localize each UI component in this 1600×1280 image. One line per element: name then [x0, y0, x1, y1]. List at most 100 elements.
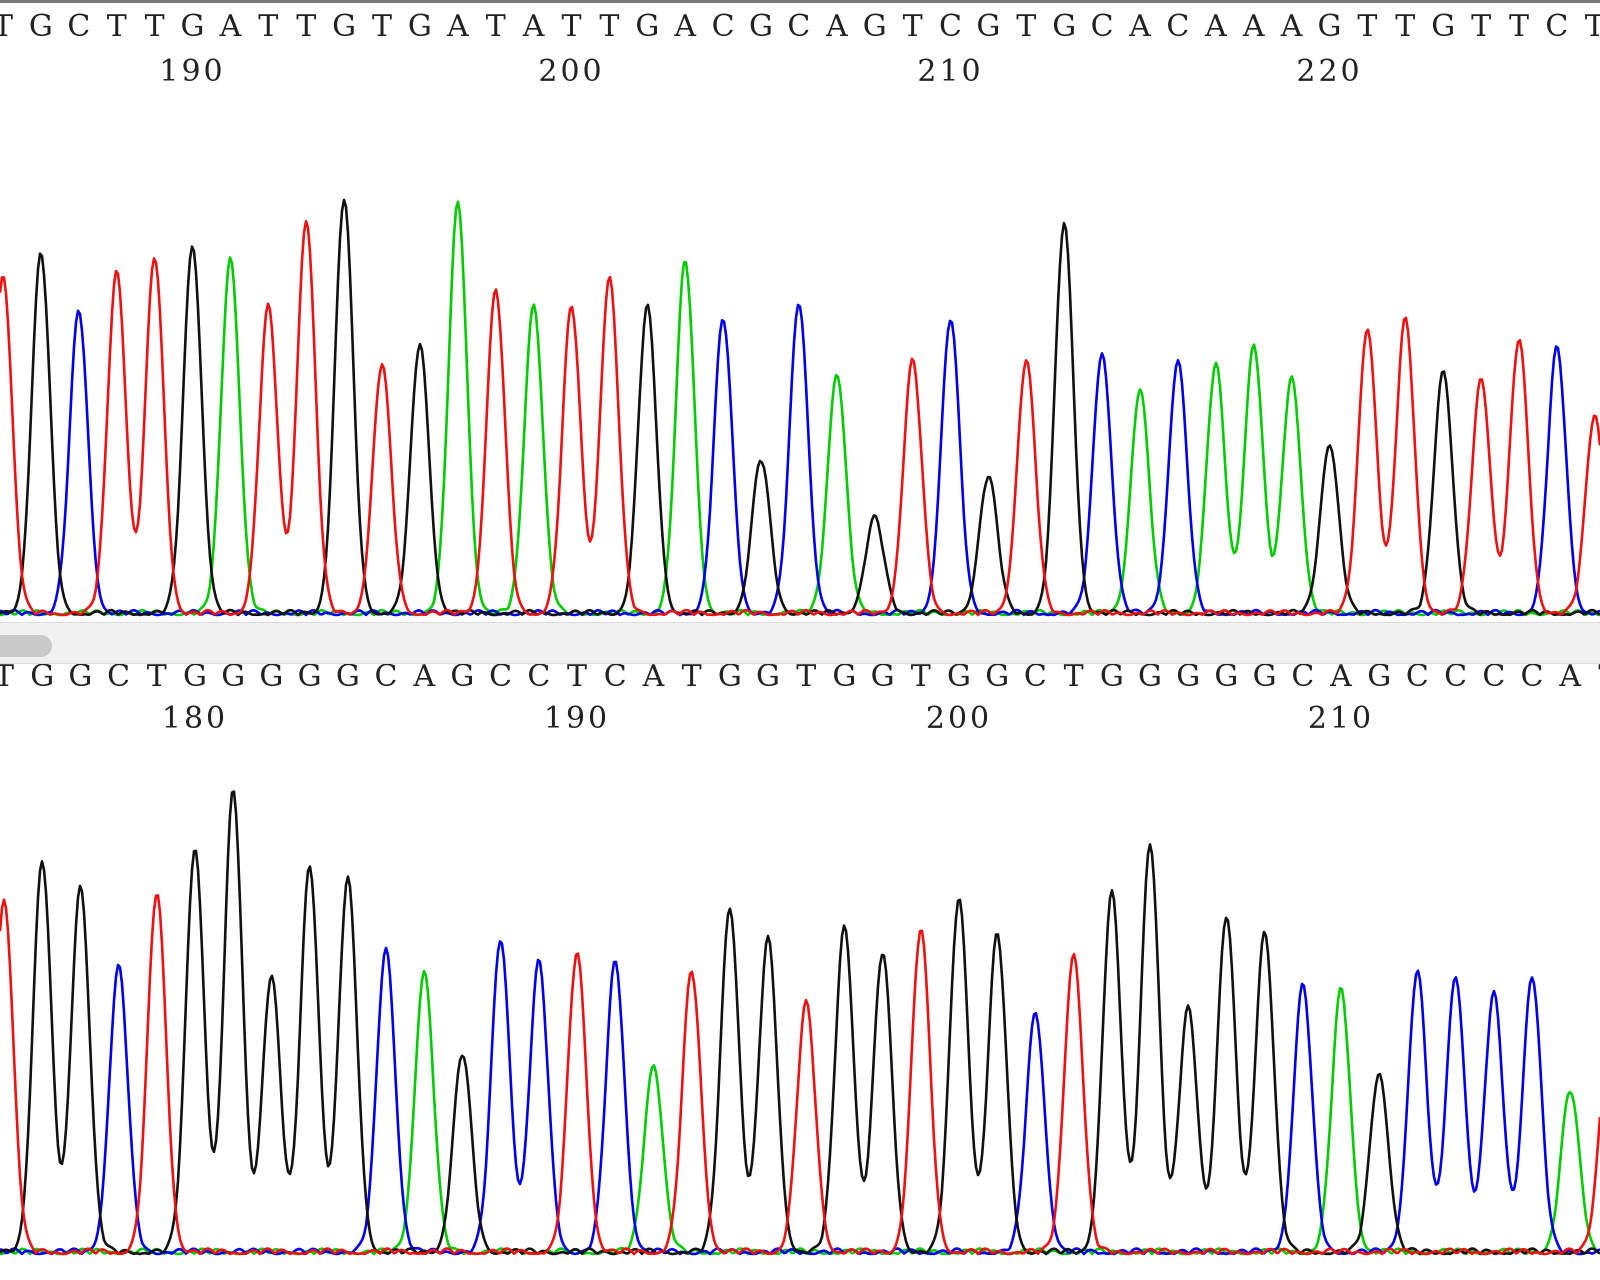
base-call-letter: G	[1318, 9, 1342, 44]
base-call-letter: T	[1509, 9, 1529, 44]
trace-T	[0, 220, 1600, 617]
base-call-letter: T	[1357, 9, 1377, 44]
position-tick-label: 180	[162, 701, 228, 736]
base-call-letter: T	[0, 9, 13, 44]
trace-group	[0, 790, 1600, 1256]
position-tick-label: 210	[1308, 701, 1374, 736]
base-call-letter: A	[1329, 664, 1352, 694]
base-call-letter: G	[1367, 664, 1391, 694]
base-call-letter: T	[1064, 664, 1084, 694]
horizontal-scrollbar[interactable]	[0, 622, 1600, 664]
base-call-letter: G	[832, 664, 856, 694]
base-call-letter: T	[599, 9, 619, 44]
base-call-letter: G	[259, 664, 283, 694]
position-tick-label: 220	[1296, 54, 1362, 89]
base-call-letter: C	[375, 664, 398, 694]
base-call-letter: C	[527, 664, 550, 694]
position-tick-label: 210	[917, 54, 983, 89]
base-call-letter: C	[1545, 9, 1568, 44]
trace-C	[0, 940, 1600, 1256]
base-call-letter: T	[486, 9, 506, 44]
trace-T	[0, 894, 1600, 1256]
base-call-letter: G	[635, 9, 659, 44]
base-call-letter: G	[332, 9, 356, 44]
base-call-letter: G	[756, 664, 780, 694]
base-call-letter: C	[787, 9, 810, 44]
base-call-letter: T	[145, 9, 165, 44]
base-call-letter: C	[1091, 9, 1114, 44]
position-ticks: 180 190 200 210	[162, 701, 1374, 736]
base-call-letter: C	[1521, 664, 1544, 694]
base-call-letter: T	[147, 664, 167, 694]
trace-C	[0, 303, 1600, 617]
base-call-letter: G	[68, 664, 92, 694]
base-call-letter: T	[682, 664, 702, 694]
base-call-letter: G	[863, 9, 887, 44]
position-tick-label: 190	[544, 701, 610, 736]
base-call-letter: T	[0, 664, 14, 694]
base-call-letter: G	[450, 664, 474, 694]
base-call-letter: A	[1242, 9, 1265, 44]
base-call-letter: T	[911, 664, 931, 694]
position-tick-label: 190	[159, 54, 225, 89]
base-call-letter: A	[522, 9, 545, 44]
base-call-letter: T	[1395, 9, 1415, 44]
base-call-letter: A	[1558, 664, 1581, 694]
base-call-letter: T	[561, 9, 581, 44]
base-call-letter: A	[1128, 9, 1151, 44]
base-call-sequence: TGCTTGATTGTGATATTGACGCAGTCGTGCACAAAGTTGT…	[0, 9, 1600, 44]
base-call-letter: G	[1052, 9, 1076, 44]
base-call-letter: C	[939, 9, 962, 44]
base-call-letter: G	[183, 664, 207, 694]
base-call-letter: G	[298, 664, 322, 694]
base-call-letter: A	[412, 664, 435, 694]
base-call-letter: G	[718, 664, 742, 694]
base-call-letter: G	[976, 9, 1000, 44]
base-call-letter: G	[1253, 664, 1277, 694]
scrollbar-thumb[interactable]	[0, 635, 52, 657]
base-call-letter: G	[336, 664, 360, 694]
trace-G	[0, 790, 1600, 1256]
base-call-letter: G	[985, 664, 1009, 694]
base-call-letter: T	[296, 9, 316, 44]
base-call-letter: G	[29, 9, 53, 44]
base-call-letter: G	[221, 664, 245, 694]
base-call-letter: G	[1100, 664, 1124, 694]
position-ticks: 190 200 210 220	[159, 54, 1362, 89]
base-call-letter: C	[1444, 664, 1467, 694]
base-call-letter: A	[1204, 9, 1227, 44]
base-call-letter: G	[947, 664, 971, 694]
base-call-letter: A	[673, 9, 696, 44]
base-call-letter: T	[1585, 9, 1600, 44]
base-call-letter: T	[107, 9, 127, 44]
base-call-letter: C	[604, 664, 627, 694]
base-call-letter: C	[1482, 664, 1505, 694]
base-call-letter: C	[1406, 664, 1429, 694]
base-call-letter: G	[871, 664, 895, 694]
base-call-letter: T	[258, 9, 278, 44]
base-call-letter: T	[796, 664, 816, 694]
base-call-letter: A	[1280, 9, 1303, 44]
chromatogram-top: TGCTTGATTGTGATATTGACGCAGTCGTGCACAAAGTTGT…	[0, 9, 1600, 617]
base-call-letter: G	[181, 9, 205, 44]
base-call-letter: C	[67, 9, 90, 44]
base-call-letter: G	[408, 9, 432, 44]
base-call-letter: T	[1471, 9, 1491, 44]
base-call-letter: T	[1016, 9, 1036, 44]
base-call-letter: G	[1138, 664, 1162, 694]
base-call-letter: T	[1598, 664, 1600, 694]
base-call-letter: T	[567, 664, 587, 694]
base-call-letter: G	[749, 9, 773, 44]
base-call-letter: A	[825, 9, 848, 44]
base-call-letter: A	[446, 9, 469, 44]
trace-group	[0, 198, 1600, 617]
position-tick-label: 200	[926, 701, 992, 736]
base-call-letter: C	[1166, 9, 1189, 44]
base-call-letter: C	[107, 664, 130, 694]
base-call-letter: G	[1176, 664, 1200, 694]
position-tick-label: 200	[538, 54, 604, 89]
trace-A	[0, 969, 1600, 1256]
base-call-letter: C	[1291, 664, 1314, 694]
